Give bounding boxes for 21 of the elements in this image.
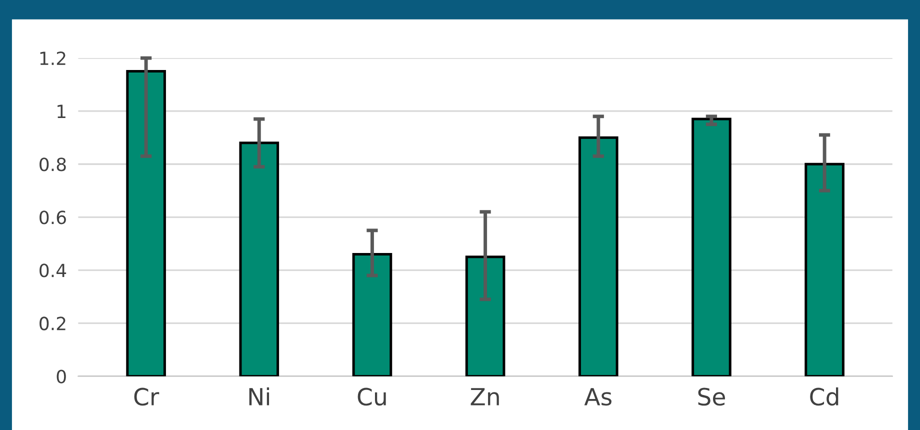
x-tick-label: Zn (470, 388, 499, 406)
x-tick-label: Cr (134, 388, 160, 406)
bar (239, 142, 280, 376)
x-tick-label: Ni (249, 387, 270, 406)
bar (126, 70, 166, 376)
y-tick-label: 0 (56, 370, 66, 384)
bar (804, 162, 844, 376)
x-tick-label: As (584, 388, 612, 406)
x-tick-label: Cd (810, 387, 838, 406)
y-tick-label: 1 (58, 104, 66, 118)
y-tick-label: 0.4 (40, 264, 66, 278)
bar (465, 256, 506, 376)
x-tick-label: Se (698, 388, 725, 406)
bar (692, 118, 732, 376)
bar (352, 253, 392, 376)
y-tick-label: 0.6 (40, 210, 66, 224)
y-tick-label: 0.8 (40, 158, 66, 172)
y-tick-label: 1.2 (40, 52, 66, 65)
bar (578, 136, 618, 376)
x-tick-label: Cu (358, 388, 386, 406)
y-tick-label: 0.2 (40, 316, 66, 330)
